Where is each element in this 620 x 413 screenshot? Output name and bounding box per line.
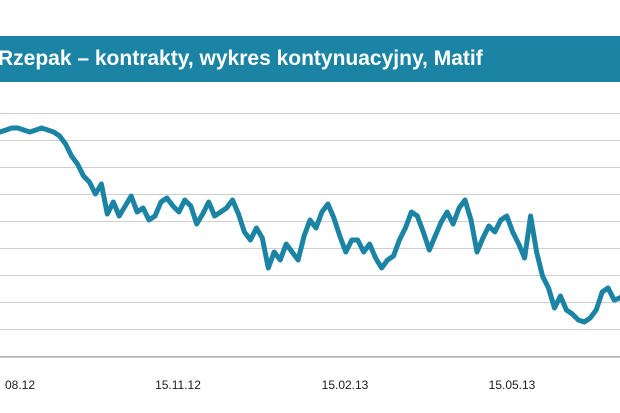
line-chart: 08.12 15.11.12 15.02.13 15.05.13 xyxy=(0,113,620,392)
chart-area: 08.12 15.11.12 15.02.13 15.05.13 xyxy=(0,82,620,413)
chart-title: Rzepak – kontrakty, wykres kontynuacyjny… xyxy=(0,47,483,70)
x-tick-label: 15.11.12 xyxy=(155,378,201,392)
price-series-line xyxy=(0,125,620,325)
x-tick-label: 15.02.13 xyxy=(322,378,369,392)
x-tick-label: 08.12 xyxy=(5,378,35,392)
chart-title-bar: Rzepak – kontrakty, wykres kontynuacyjny… xyxy=(0,36,620,82)
x-tick-label: 15.05.13 xyxy=(489,378,536,392)
